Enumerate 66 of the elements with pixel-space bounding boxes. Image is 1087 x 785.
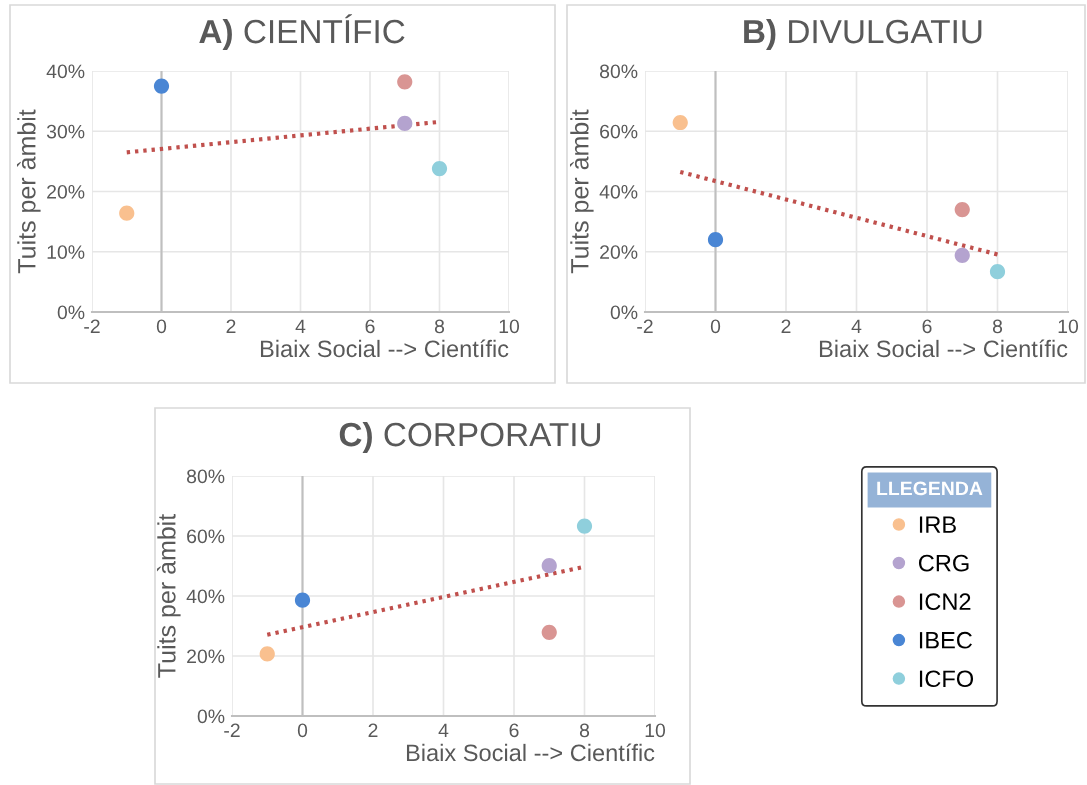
chart-title: C) CORPORATIU [339, 421, 601, 453]
point [989, 264, 1006, 280]
point [431, 161, 448, 177]
y-tick-label: 0% [610, 305, 638, 320]
legend-label: IBEC [919, 631, 972, 649]
y-tick-label: 60% [600, 124, 638, 139]
y-tick-label: 0% [197, 709, 225, 724]
y-axis-title: Tuits per àmbit [16, 109, 41, 274]
x-tick-label: -2 [224, 723, 240, 738]
x-tick-label: 0 [710, 319, 721, 334]
x-tick-label: 4 [438, 723, 449, 738]
x-axis-title: Biaix Social --> Científic [819, 339, 1068, 358]
x-tick-label: 0 [297, 723, 308, 738]
point [119, 205, 135, 221]
y-tick-label: 80% [186, 469, 225, 484]
chart-title: A) CIENTÍFIC [199, 14, 405, 50]
x-tick-label: 4 [295, 319, 306, 334]
point [541, 624, 557, 640]
y-axis-title: Tuits per àmbit [569, 109, 594, 274]
y-tick-label: 20% [47, 184, 85, 199]
point [954, 247, 970, 263]
x-tick-label: 10 [1058, 319, 1079, 334]
y-tick-label: 40% [46, 64, 85, 79]
y-tick-label: 10% [47, 245, 85, 259]
x-axis-title: Biaix Social --> Científic [260, 339, 509, 358]
x-tick-label: 8 [992, 319, 1003, 334]
y-tick-label: 20% [187, 649, 225, 664]
y-tick-label: 40% [186, 589, 225, 604]
legend-label: ICFO [919, 670, 974, 688]
point [397, 115, 413, 132]
point [294, 592, 311, 608]
point [672, 114, 688, 131]
y-axis-title: Tuits per àmbit [156, 513, 181, 678]
x-tick-label: 10 [645, 723, 666, 738]
x-tick-label: 2 [368, 723, 378, 738]
y-tick-label: 0% [57, 305, 85, 320]
x-tick-label: 10 [499, 319, 520, 334]
legend-label: CRG [918, 554, 969, 572]
point [397, 74, 413, 90]
point [153, 78, 170, 94]
x-tick-label: 2 [226, 319, 236, 334]
x-tick-label: 0 [156, 319, 167, 334]
y-tick-label: 30% [46, 124, 85, 139]
x-tick-label: 4 [851, 319, 862, 334]
x-tick-label: 8 [579, 723, 590, 738]
point [576, 518, 593, 534]
x-tick-label: 6 [922, 319, 932, 334]
point [707, 232, 724, 248]
point [954, 201, 970, 218]
x-tick-label: 2 [781, 319, 791, 334]
x-tick-label: -2 [84, 319, 100, 334]
x-tick-label: 8 [434, 319, 445, 334]
y-tick-label: 20% [600, 245, 638, 259]
chart-title: B) DIVULGATIU [744, 18, 982, 50]
point [259, 646, 275, 662]
y-tick-label: 60% [187, 529, 225, 544]
x-tick-label: 6 [509, 723, 519, 738]
legend-label: ICN2 [919, 593, 971, 611]
x-tick-label: 6 [365, 319, 375, 334]
legend-label: IRB [919, 516, 956, 533]
x-axis-title: Biaix Social --> Científic [406, 743, 655, 762]
x-tick-label: -2 [637, 319, 653, 334]
point [541, 558, 557, 574]
y-tick-label: 80% [599, 64, 638, 79]
y-tick-label: 40% [599, 184, 638, 199]
legend-title: LLEGENDA [877, 481, 983, 496]
